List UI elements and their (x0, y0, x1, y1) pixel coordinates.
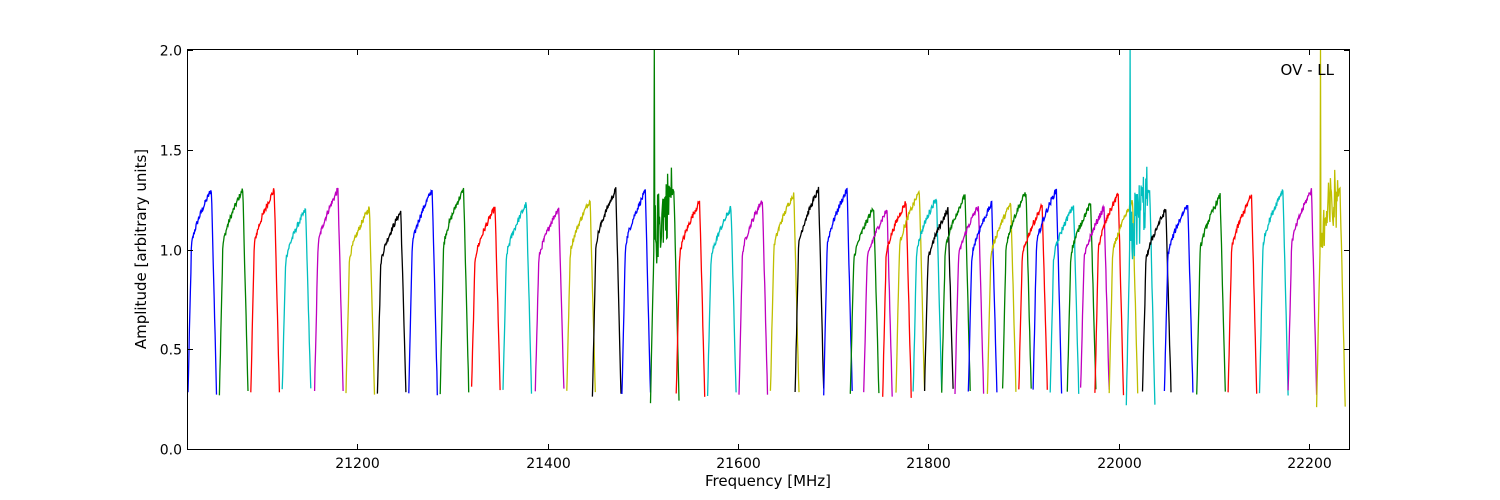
spectral-band-line (408, 188, 438, 396)
spectral-band-line (1079, 204, 1110, 390)
spectral-band-line (882, 201, 912, 398)
spectral-band-line (738, 200, 769, 395)
spectral-band-line (649, 50, 680, 404)
spectral-band-line (941, 193, 971, 393)
spectral-band-line (1108, 199, 1139, 394)
spectral-band-line (986, 202, 1017, 394)
spectral-band-line (923, 207, 954, 392)
spectral-band-line (912, 198, 943, 392)
spectral-band-line (1094, 192, 1125, 396)
series-layer (188, 50, 1346, 408)
spectral-band-line (967, 200, 998, 393)
x-tick-label: 22200 (1287, 456, 1332, 472)
x-tick-label: 22000 (1097, 456, 1142, 472)
spectral-band-line (250, 188, 281, 393)
tick-layer: 21200 21400 21600 21800 22000 22200 0.0 0.5 1.0 1… (160, 44, 1349, 472)
y-axis-label: Amplitude [arbitrary units] (132, 149, 150, 349)
plot-frame (187, 49, 1350, 450)
spectral-band-line (534, 207, 565, 392)
spectral-band-line (1163, 204, 1194, 393)
spectral-band-line (439, 187, 470, 395)
spectral-band-line (1287, 188, 1318, 395)
spectral-band-line (863, 209, 893, 397)
spectral-band-line (1032, 188, 1063, 394)
spectral-band-line (1018, 202, 1048, 390)
x-tick-label: 21800 (906, 456, 951, 472)
spectral-band-line (281, 208, 312, 390)
spectral-band-line (218, 188, 249, 396)
spectral-band-line (706, 205, 737, 397)
spectral-band-line (823, 187, 853, 396)
x-tick-label: 21400 (526, 456, 571, 472)
x-axis-label: Frequency [MHz] (705, 472, 831, 490)
spectral-band-line (1227, 194, 1258, 394)
spectral-band-line (502, 202, 533, 394)
y-tick-label: 1.5 (160, 144, 182, 160)
spectral-band-line (954, 206, 985, 395)
spectral-band-line (769, 192, 800, 393)
y-tick-label: 0.0 (160, 443, 182, 459)
y-tick-label: 1.0 (160, 244, 182, 260)
spectral-band-line (1315, 50, 1346, 408)
spectral-band-line (675, 200, 706, 397)
spectral-band-line (376, 210, 407, 394)
annotation-label: OV - LL (1281, 61, 1335, 79)
spectral-band-line (1125, 50, 1156, 406)
spectral-band-line (313, 187, 344, 392)
spectral-band-line (794, 186, 825, 393)
x-tick-label: 21600 (716, 456, 761, 472)
x-tick-label: 21200 (335, 456, 380, 472)
spectral-band-line (470, 206, 501, 391)
spectral-band-line (895, 189, 926, 393)
spectral-band-line (1001, 192, 1032, 389)
spectral-band-line (849, 206, 880, 394)
spectral-band-line (566, 199, 596, 393)
spectral-band-line (1141, 208, 1172, 393)
spectral-band-line (1066, 202, 1097, 392)
spectral-band-line (1049, 205, 1080, 394)
spectral-band-line (1258, 189, 1289, 396)
spectral-band-line (591, 187, 622, 397)
spectral-band-line (621, 189, 652, 395)
spectral-band-line (1196, 193, 1226, 395)
y-tick-label: 2.0 (160, 44, 182, 60)
spectral-band-line (188, 190, 218, 395)
y-tick-label: 0.5 (160, 343, 182, 359)
spectral-band-line (345, 206, 376, 395)
